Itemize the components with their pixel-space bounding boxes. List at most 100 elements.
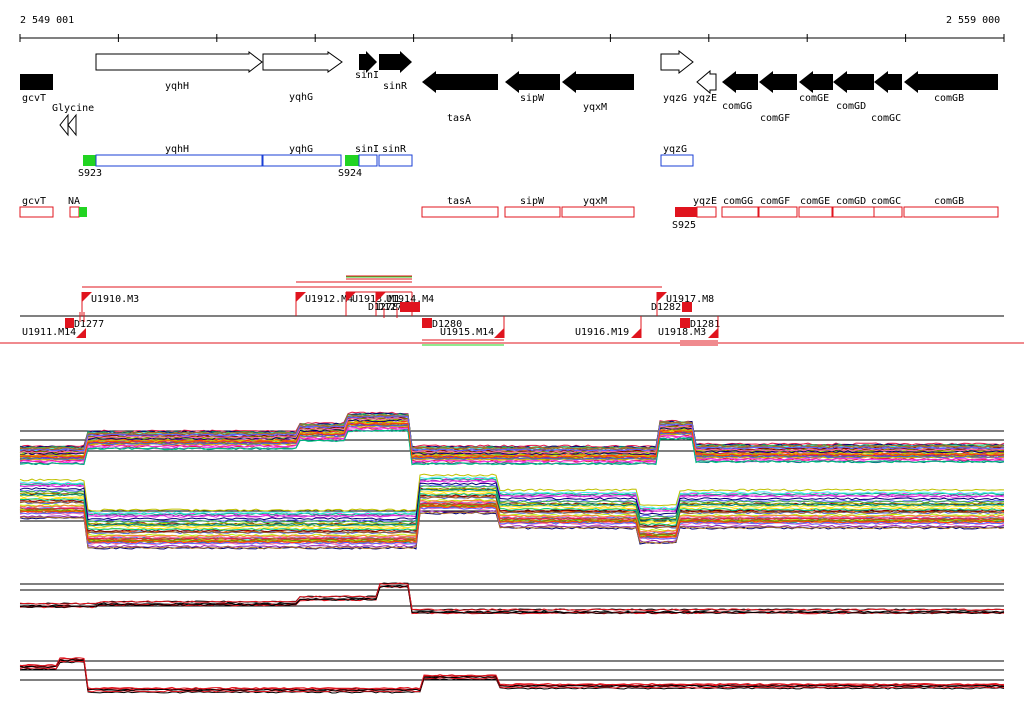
red-label-yqzE: yqzE	[693, 196, 717, 207]
gene-label-glycine: Glycine	[52, 103, 94, 114]
expression-profile-line	[19, 490, 1005, 529]
gene-yqzG[interactable]	[660, 49, 694, 75]
tu-flag-U1913[interactable]	[346, 292, 356, 302]
expression-profile-line	[19, 424, 1005, 461]
blue-label-yqzG: yqzG	[663, 144, 687, 155]
gene-label-sinR: sinR	[383, 81, 408, 92]
red-annotation-track: gcvT NA tasA sipW yqxM S925 yqzE comGG c…	[19, 196, 999, 231]
expression-profile-line	[19, 585, 1005, 615]
expression-profile-line	[19, 429, 1005, 466]
tu-label-U1914: U1914.M4	[386, 294, 434, 305]
red-box-tasA[interactable]	[421, 206, 499, 218]
start-coordinate: 2 549 001	[20, 15, 74, 26]
gene-yqhH[interactable]	[95, 50, 263, 74]
gene-comGG[interactable]	[722, 71, 758, 93]
gene-yqzE[interactable]	[696, 69, 717, 95]
red-box-gcvT[interactable]	[19, 206, 54, 218]
terminator-D1280[interactable]	[422, 318, 432, 328]
gene-comGE[interactable]	[799, 71, 833, 93]
tu-flag-U1918[interactable]	[708, 328, 718, 338]
red-box-comGF[interactable]	[758, 206, 798, 218]
red-label-tasA: tasA	[447, 196, 471, 207]
gene-arrow-track: gcvT Glycine yqhH yqhG sinI sinR tasA si…	[20, 49, 998, 137]
expression-profile-line	[20, 493, 1005, 532]
glycine-element-2[interactable]	[67, 113, 77, 137]
tu-label-U1910: U1910.M3	[91, 294, 139, 305]
expression-profile-line	[19, 422, 1005, 459]
blue-box-yqhH[interactable]	[95, 154, 263, 167]
red-box-NA[interactable]	[69, 206, 80, 218]
tu-flag-U1917[interactable]	[657, 292, 667, 302]
tu-label-U1912: U1912.M4	[305, 294, 353, 305]
gene-label-gcvT: gcvT	[22, 93, 46, 104]
terminator-D1281[interactable]	[680, 318, 690, 328]
expression-profile-line	[19, 413, 1005, 450]
expression-profile-line	[19, 415, 1005, 452]
expression-profile-line	[19, 419, 1005, 456]
tu-flag-U1914[interactable]	[376, 292, 386, 302]
end-coordinate: 2 559 000	[946, 15, 1000, 26]
red-box-comGG[interactable]	[721, 206, 759, 218]
gene-tasA[interactable]	[422, 71, 498, 93]
gene-comGF[interactable]	[759, 71, 797, 93]
tu-flag-U1912[interactable]	[296, 292, 306, 302]
gene-comGD[interactable]	[833, 71, 874, 93]
red-box-sipW[interactable]	[504, 206, 561, 218]
marker-label-S925: S925	[672, 220, 696, 231]
expression-profile-line	[19, 511, 1005, 550]
gene-label-yqhG: yqhG	[289, 92, 313, 103]
glycine-element-1[interactable]	[59, 113, 69, 137]
red-box-comGE[interactable]	[798, 206, 833, 218]
expression-profile-line	[19, 660, 1005, 693]
red-box-yqzE[interactable]	[696, 206, 717, 218]
blue-box-yqzG[interactable]	[660, 154, 694, 167]
expression-profile-line	[19, 426, 1005, 463]
tu-label-U1911: U1911.M14	[22, 327, 76, 338]
segment-marker-S923[interactable]	[83, 155, 96, 166]
terminator-label-D1277: D1277	[74, 319, 104, 330]
terminator-block-sinR[interactable]	[400, 302, 420, 312]
gene-label-comGE: comGE	[799, 93, 829, 104]
tu-flag-U1910[interactable]	[82, 292, 92, 302]
blue-box-sinI[interactable]	[358, 154, 378, 167]
gene-sinI[interactable]	[359, 51, 377, 73]
gene-label-comGD: comGD	[836, 101, 866, 112]
expression-profile-line	[19, 661, 1005, 694]
red-box-comGD[interactable]	[832, 206, 875, 218]
ruler-ticks	[19, 34, 1005, 42]
red-label-sipW: sipW	[520, 196, 545, 207]
expression-profile-line	[19, 505, 1005, 544]
segment-marker-S925[interactable]	[675, 207, 697, 217]
expression-profile-line	[19, 582, 1005, 611]
gene-yqxM[interactable]	[562, 71, 634, 93]
gene-sinR[interactable]	[379, 51, 412, 73]
red-label-comGE: comGE	[800, 196, 830, 207]
gene-comGC[interactable]	[874, 71, 902, 93]
red-label-NA: NA	[68, 196, 80, 207]
gene-gcvT[interactable]	[20, 74, 53, 90]
red-box-comGC[interactable]	[873, 206, 903, 218]
terminator-label-D1280: D1280	[432, 319, 462, 330]
red-box-yqxM[interactable]	[561, 206, 635, 218]
red-box-comGB[interactable]	[903, 206, 999, 218]
gene-yqhG[interactable]	[262, 51, 343, 73]
marker-label-S924: S924	[338, 168, 362, 179]
marker-label-S923: S923	[78, 168, 102, 179]
blue-box-yqhG[interactable]	[262, 154, 342, 167]
gene-comGB[interactable]	[904, 71, 998, 93]
segment-marker-S924[interactable]	[345, 155, 359, 166]
tu-label-U1916: U1916.M19	[575, 327, 629, 338]
blue-label-sinI: sinI	[355, 144, 379, 155]
expression-profile-line	[19, 495, 1005, 535]
terminator-block-D1282[interactable]	[682, 302, 692, 312]
terminator-D1277[interactable]	[65, 318, 74, 328]
tu-flag-U1915[interactable]	[494, 328, 504, 338]
tu-flag-U1916[interactable]	[631, 328, 641, 338]
gene-sipW[interactable]	[505, 71, 560, 93]
expression-profile-line	[19, 417, 1005, 454]
red-box-NA-marker[interactable]	[79, 207, 87, 217]
tu-flag-U1911[interactable]	[76, 328, 86, 338]
blue-box-sinR[interactable]	[378, 154, 413, 167]
expression-profile-line	[20, 479, 1005, 518]
expression-profile-line	[19, 658, 1005, 692]
